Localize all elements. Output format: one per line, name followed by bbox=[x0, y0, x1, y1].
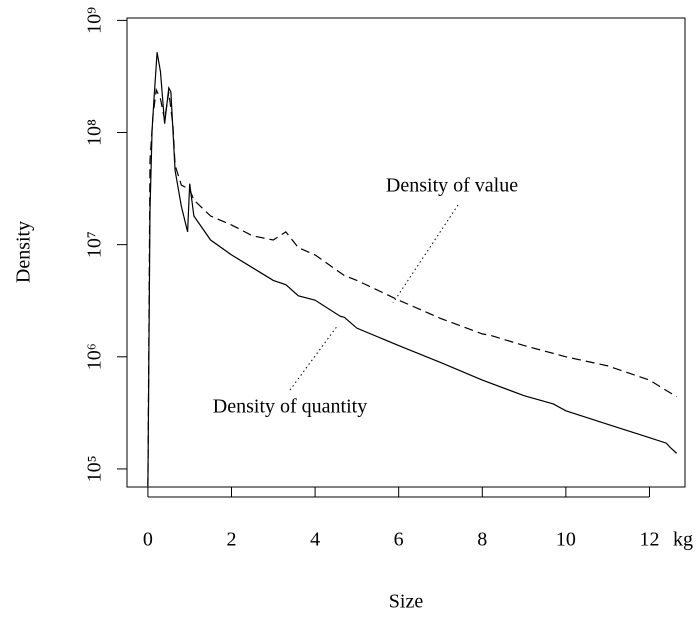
y-tick-label: 10⁹ bbox=[84, 7, 106, 34]
series-line bbox=[147, 87, 677, 487]
leader-line bbox=[289, 324, 339, 391]
y-tick-label: 10⁷ bbox=[84, 231, 106, 258]
y-tick-label: 10⁵ bbox=[84, 455, 106, 482]
y-axis-label: Density bbox=[13, 221, 35, 283]
x-axis-label: Size bbox=[389, 591, 424, 613]
annotation: Density of value bbox=[386, 175, 518, 197]
y-tick-label: 10⁸ bbox=[84, 119, 106, 146]
leader-line bbox=[392, 204, 459, 304]
x-tick-label: 4 bbox=[310, 529, 320, 551]
x-tick-label: 6 bbox=[394, 529, 404, 551]
x-unit: kg bbox=[673, 529, 693, 551]
x-tick-label: 2 bbox=[226, 529, 236, 551]
x-tick-label: 8 bbox=[477, 529, 487, 551]
annotation: Density of quantity bbox=[213, 396, 367, 418]
x-tick-label: 12 bbox=[639, 529, 659, 551]
series-line bbox=[147, 52, 678, 487]
x-tick-label: 10 bbox=[556, 529, 576, 551]
plot-frame bbox=[126, 17, 686, 488]
x-tick-label: 0 bbox=[143, 529, 153, 551]
y-tick-label: 10⁶ bbox=[84, 343, 106, 370]
